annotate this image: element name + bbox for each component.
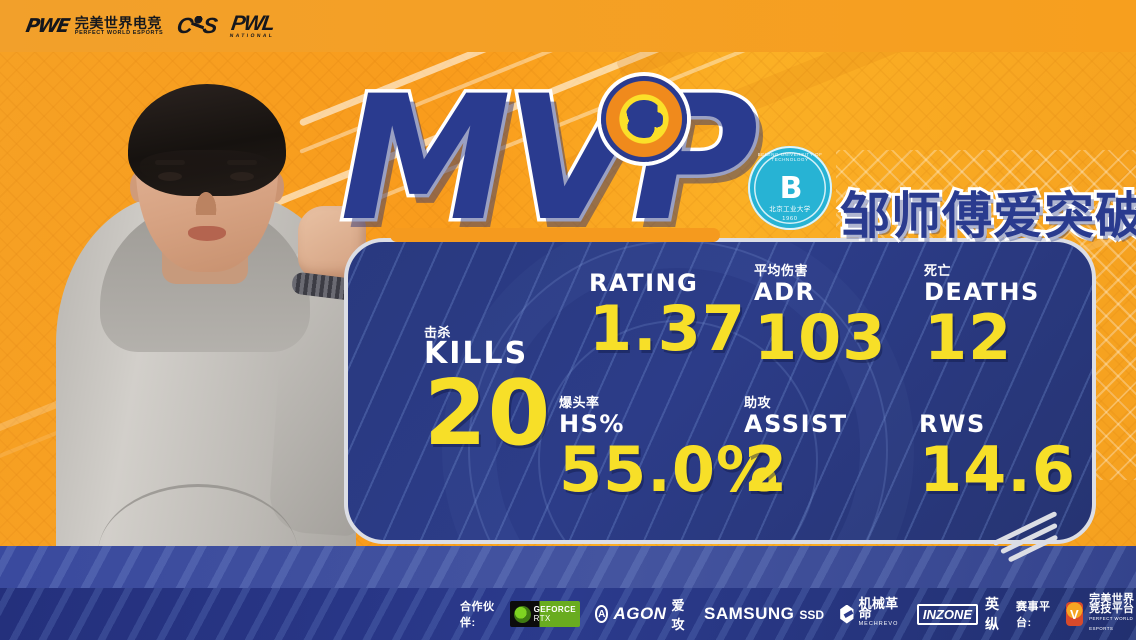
player-eye-right — [230, 172, 254, 181]
partners-label: 合作伙伴: — [460, 601, 495, 629]
platform-text: 完美世界 竞技平台 PERFECT WORLD ESPORTS — [1089, 594, 1136, 634]
pwl-logo: PWL NATIONAL — [229, 12, 277, 39]
pwl-wordmark: PWL — [229, 12, 275, 35]
player-eye-left — [158, 172, 182, 181]
page-title: MVP — [336, 58, 761, 259]
pwe-label-en: PERFECT WORLD ESPORTS — [74, 29, 164, 36]
stat-headshot-pct: 爆头率 HS% 55.0% — [559, 396, 779, 501]
stat-rws-label-en: RWS — [919, 410, 986, 438]
samsung-wordmark: SAMSUNG — [704, 604, 795, 623]
nvidia-rtx: RTX — [533, 614, 551, 623]
stat-adr-label-en: ADR — [754, 278, 816, 306]
university-emblem: BEIJING UNIVERSITY OF TECHNOLOGY B 北京工业大… — [748, 146, 832, 230]
stat-kills-label-en: KILLS — [424, 336, 529, 371]
panel-top-accent — [390, 228, 720, 242]
platform-en: PERFECT WORLD ESPORTS — [1089, 616, 1134, 631]
pwe-logo: PWE 完美世界电竞 PERFECT WORLD ESPORTS — [24, 15, 163, 37]
stat-deaths-label-cn: 死亡 — [924, 263, 952, 278]
inzone-label-cn: 英纵 — [985, 596, 1001, 632]
footer-upper-band — [0, 546, 1136, 588]
paw-badge-icon — [601, 76, 687, 162]
player-brow-right — [227, 160, 257, 165]
logo-group: PWE 完美世界电竞 PERFECT WORLD ESPORTS C S PWL… — [24, 10, 277, 42]
player-hoodie-pocket — [98, 484, 298, 554]
stats-panel-wrapper: 击杀 KILLS 20 RATING 1.37 平均伤害 ADR 103 死亡 … — [344, 228, 1096, 563]
university-arc-en: BEIJING UNIVERSITY OF TECHNOLOGY — [757, 152, 823, 162]
stat-deaths-label-en: DEATHS — [924, 278, 1040, 306]
pwl-sub: NATIONAL — [229, 33, 275, 39]
sponsor-nvidia: GEFORCE RTX — [509, 601, 580, 627]
sponsor-footer: 合作伙伴: GEFORCE RTX A AGON 爱攻 SAMSUNG SSD — [0, 588, 1136, 640]
stat-rws: RWS 14.6 — [919, 396, 1076, 501]
stat-hs-label-cn: 爆头率 — [559, 395, 600, 410]
stat-adr-value: 103 — [754, 301, 887, 374]
nvidia-eye-icon — [513, 605, 531, 623]
university-name-cn: 北京工业大学 — [769, 206, 811, 213]
agon-wordmark: AGON — [613, 604, 667, 623]
inzone-wordmark: INZONE — [916, 603, 978, 625]
stats-panel — [344, 238, 1096, 544]
stat-kills: 击杀 KILLS 20 — [424, 326, 551, 459]
stat-rws-value: 14.6 — [919, 433, 1076, 506]
stat-assist: 助攻 ASSIST 2 — [744, 396, 848, 501]
university-year: 1960 — [782, 216, 798, 222]
stat-kills-value: 20 — [424, 361, 552, 466]
nvidia-text: GEFORCE RTX — [534, 605, 576, 623]
sponsor-platform: V 完美世界 竞技平台 PERFECT WORLD ESPORTS — [1065, 594, 1136, 634]
top-bar — [0, 0, 1136, 52]
player-nose — [194, 189, 218, 215]
stat-assist-value: 2 — [744, 433, 789, 506]
stat-deaths-value: 12 — [924, 301, 1013, 374]
mechrevo-hex-icon — [840, 604, 854, 624]
stat-hs-value: 55.0% — [559, 433, 780, 506]
mechrevo-label-cn: 机械革命 — [858, 596, 899, 621]
platform-label: 赛事平台: — [1016, 601, 1051, 629]
stat-assist-label-en: ASSIST — [744, 410, 848, 438]
paw-glyph — [625, 100, 663, 138]
cs-letter-s: S — [201, 13, 219, 38]
agon-mark-icon: A — [594, 605, 609, 623]
player-name: 邹师傅爱突破 — [837, 185, 1136, 247]
pwe-label-cn: 完美世界电竞 — [74, 14, 162, 31]
pw-shield-icon: V — [1065, 602, 1084, 626]
stat-assist-label-cn: 助攻 — [744, 395, 772, 410]
sponsor-mechrevo: 机械革命 MECHREVO — [839, 596, 902, 629]
pwe-wordmark: PWE — [24, 15, 70, 37]
player-mouth — [188, 226, 226, 241]
cs-logo: C S — [175, 13, 219, 39]
stat-rating: RATING 1.37 — [589, 270, 746, 360]
sponsor-inzone: INZONE 英纵 — [916, 594, 1001, 634]
stat-hs-label-en: HS% — [559, 410, 625, 438]
mechrevo-text: 机械革命 MECHREVO — [858, 596, 902, 629]
stat-rating-label-en: RATING — [589, 269, 699, 297]
player-hair — [128, 84, 286, 196]
platform-line1: 完美世界 — [1089, 593, 1135, 605]
agon-label-cn: 爱攻 — [671, 598, 685, 632]
sponsor-row: 合作伙伴: GEFORCE RTX A AGON 爱攻 SAMSUNG SSD — [460, 594, 1136, 634]
nvidia-geforce: GEFORCE — [533, 605, 576, 614]
mechrevo-label-en: MECHREVO — [858, 621, 899, 627]
stat-kills-label-cn: 击杀 — [424, 325, 452, 340]
stat-adr: 平均伤害 ADR 103 — [754, 264, 886, 369]
player-photo — [42, 44, 381, 640]
footer-upper-stripes — [0, 546, 1136, 588]
sponsor-samsung: SAMSUNG SSD — [704, 604, 824, 624]
stat-rating-value: 1.37 — [589, 292, 746, 365]
samsung-ssd: SSD — [799, 608, 825, 622]
university-abbr: B — [779, 171, 803, 207]
sponsor-agon: A AGON 爱攻 — [594, 595, 689, 633]
player-brow-left — [155, 160, 185, 165]
stat-deaths: 死亡 DEATHS 12 — [924, 264, 1040, 369]
platform-line2: 竞技平台 — [1089, 603, 1135, 615]
pwe-text: 完美世界电竞 PERFECT WORLD ESPORTS — [75, 16, 163, 37]
stat-adr-label-cn: 平均伤害 — [754, 263, 809, 278]
